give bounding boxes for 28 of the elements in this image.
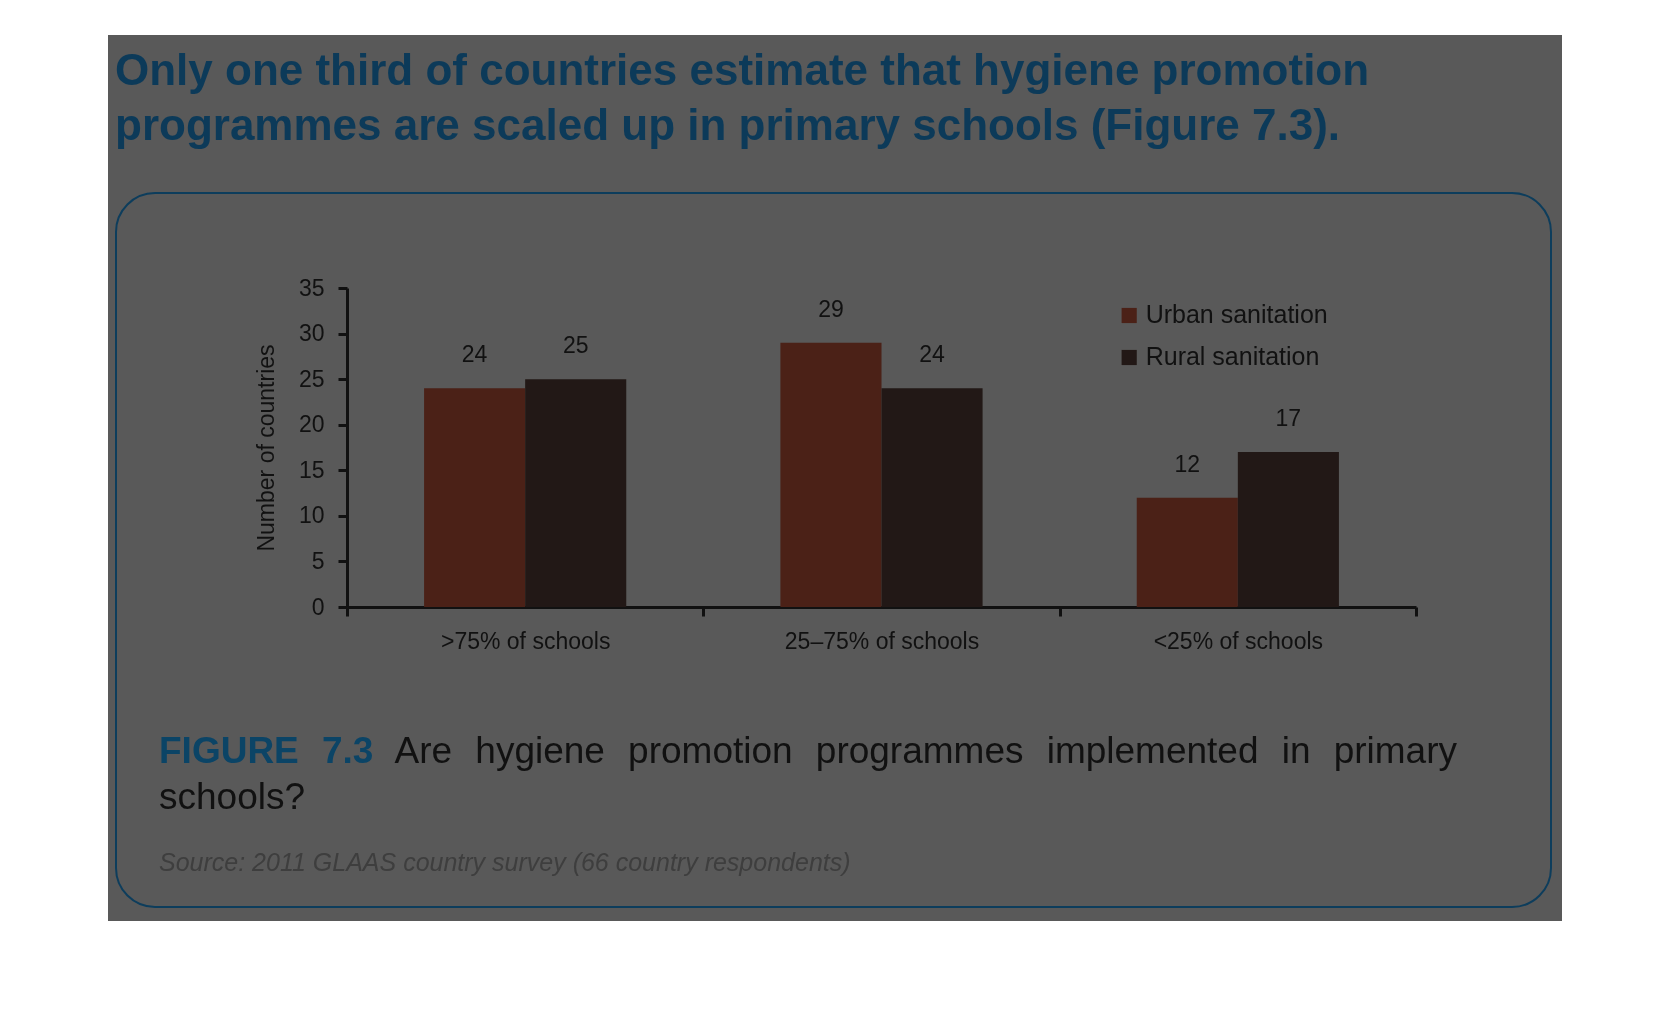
y-tick-label: 0 xyxy=(311,593,325,620)
legend-label: Urban sanitation xyxy=(1145,300,1328,329)
bar xyxy=(1237,452,1339,607)
data-label: 17 xyxy=(1275,405,1302,432)
y-tick-label: 35 xyxy=(298,274,325,301)
bar xyxy=(1136,497,1238,607)
x-tick-label: 25–75% of schools xyxy=(784,627,980,654)
bar xyxy=(424,388,526,607)
x-tick-label: <25% of schools xyxy=(1153,627,1324,654)
y-tick-label: 10 xyxy=(298,502,325,529)
data-label: 12 xyxy=(1174,450,1201,477)
data-label: 29 xyxy=(818,295,844,322)
bar xyxy=(881,388,983,607)
y-tick-label: 20 xyxy=(298,411,325,438)
caption: FIGURE 7.3 xyxy=(159,730,374,771)
bar xyxy=(780,342,882,607)
y-tick-label: 25 xyxy=(298,365,325,392)
y-tick-label: 15 xyxy=(298,456,325,483)
x-tick-label: >75% of schools xyxy=(440,627,611,654)
bar xyxy=(525,379,627,607)
data-label: 24 xyxy=(919,341,946,368)
data-label: 25 xyxy=(562,332,589,359)
y-tick-label: 30 xyxy=(298,320,325,347)
y-axis-title: Number of countries xyxy=(252,344,279,552)
y-tick-label: 5 xyxy=(311,547,325,574)
legend-label: Rural sanitation xyxy=(1145,342,1320,371)
chart-title: Only one third of countries estimate that hygiene promotion programmes are scaled up in primary schools (Figure 7.3). xyxy=(115,44,1371,151)
data-label: 24 xyxy=(461,341,488,368)
